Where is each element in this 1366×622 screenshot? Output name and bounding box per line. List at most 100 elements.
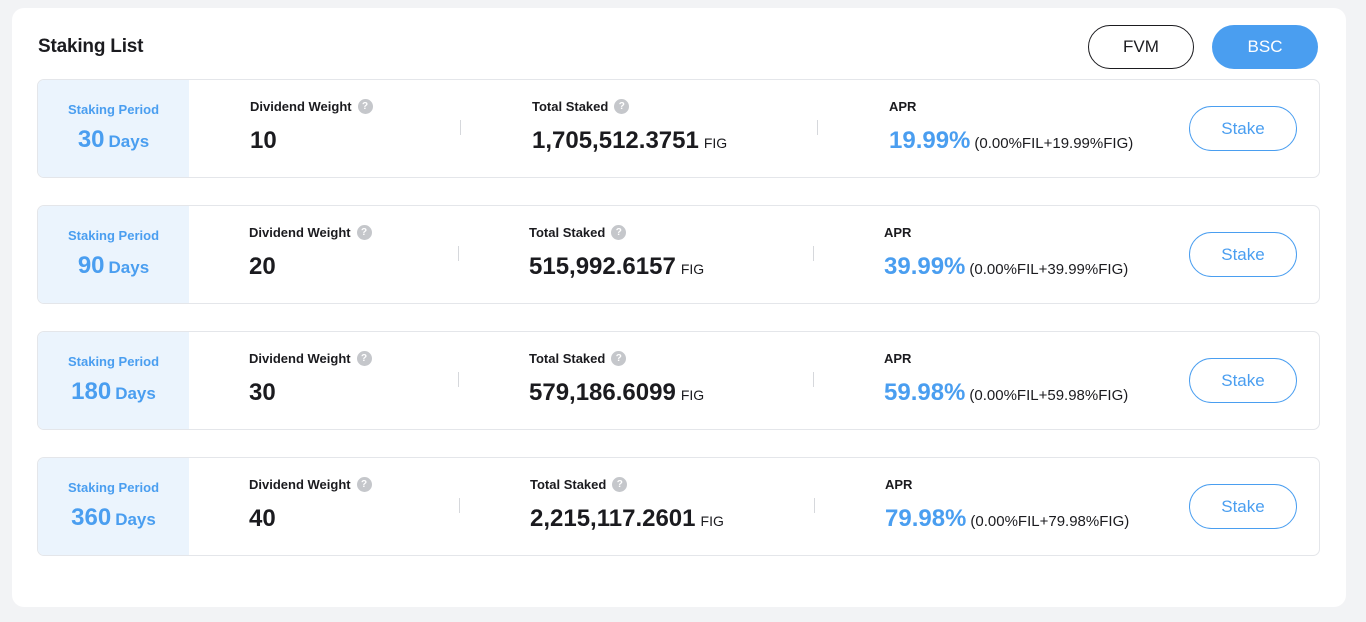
apr-breakdown: (0.00%FIL+79.98%FIG) [970,513,1130,530]
apr-value: 79.98% (0.00%FIL+79.98%FIG) [885,505,1129,533]
period-days-unit: Days [108,132,150,151]
dividend-weight-label: Dividend Weight ? [249,477,372,492]
total-staked-label: Total Staked ? [529,225,627,240]
token-unit: FIG [680,261,705,277]
apr-label-text: APR [885,477,913,492]
dividend-weight-value: 10 [250,127,277,154]
help-icon[interactable]: ? [611,351,627,366]
apr-percent: 79.98% [885,505,967,532]
token-unit: FIG [700,513,724,529]
apr-percent: 59.98% [884,379,966,406]
total-staked-value: 2,215,117.2601 FIG [530,505,724,533]
apr-breakdown: (0.00%FIL+39.99%FIG) [969,261,1129,278]
help-icon[interactable]: ? [612,477,628,492]
staking-period-label: Staking Period [67,102,160,117]
help-icon[interactable]: ? [356,225,372,240]
network-fvm-button[interactable]: FVM [1088,25,1194,69]
total-staked-label-text: Total Staked [530,477,607,492]
stake-button[interactable]: Stake [1189,358,1297,403]
column-divider [813,246,814,261]
staking-period-label: Staking Period [67,354,160,369]
column-divider [458,372,459,387]
total-staked-value: 1,705,512.3751 FIG [532,127,727,155]
period-days-number: 180 [71,378,112,405]
total-staked-label-text: Total Staked [529,351,606,366]
apr-label: APR [884,351,911,366]
dividend-weight-label: Dividend Weight ? [249,225,372,240]
token-unit: FIG [680,387,705,403]
total-staked-label: Total Staked ? [529,351,627,366]
staking-period-value: 30 Days [38,126,189,154]
dividend-weight-label: Dividend Weight ? [250,99,373,114]
apr-label: APR [884,225,911,240]
dividend-weight-value: 40 [249,505,276,532]
dividend-weight-label: Dividend Weight ? [249,351,372,366]
token-unit: FIG [703,135,728,151]
column-divider [460,120,461,135]
total-staked-value: 515,992.6157 FIG [529,253,704,281]
apr-value: 59.98% (0.00%FIL+59.98%FIG) [884,379,1128,407]
help-icon[interactable]: ? [357,99,373,114]
apr-label: APR [885,477,912,492]
staking-period-value: 90 Days [38,252,189,280]
staking-period-box: Staking Period 30 Days [38,80,189,177]
column-divider [459,498,460,513]
staking-row: Staking Period 360 Days Dividend Weight ?… [37,457,1320,556]
period-days-number: 360 [71,504,112,531]
staking-row: Staking Period 30 Days Dividend Weight ? … [37,79,1320,178]
apr-value: 39.99% (0.00%FIL+39.99%FIG) [884,253,1128,281]
period-days-unit: Days [115,510,156,529]
apr-breakdown: (0.00%FIL+19.99%FIG) [974,135,1134,152]
column-divider [813,372,814,387]
column-divider [817,120,818,135]
dividend-weight-value: 20 [249,253,276,280]
help-icon[interactable]: ? [356,477,372,492]
staking-period-label: Staking Period [67,228,160,243]
apr-label-text: APR [884,225,912,240]
staking-period-box: Staking Period 360 Days [38,458,189,555]
dividend-weight-label-text: Dividend Weight [249,351,351,366]
staking-period-box: Staking Period 180 Days [38,332,189,429]
stake-button[interactable]: Stake [1189,106,1297,151]
total-staked-amount: 579,186.6099 [529,379,676,406]
help-icon[interactable]: ? [356,351,372,366]
total-staked-value: 579,186.6099 FIG [529,379,704,407]
period-days-number: 90 [77,252,105,279]
help-icon[interactable]: ? [611,225,627,240]
stake-button[interactable]: Stake [1189,232,1297,277]
staking-list-panel: Staking List FVM BSC Staking Period 30 Da… [12,8,1346,607]
staking-period-value: 360 Days [38,504,189,532]
help-icon[interactable]: ? [614,99,630,114]
apr-value: 19.99% (0.00%FIL+19.99%FIG) [889,127,1133,155]
staking-row: Staking Period 90 Days Dividend Weight ? … [37,205,1320,304]
dividend-weight-value: 30 [249,379,276,406]
total-staked-label-text: Total Staked [529,225,606,240]
total-staked-amount: 1,705,512.3751 [532,127,699,154]
total-staked-amount: 2,215,117.2601 [530,505,696,532]
dividend-weight-label-text: Dividend Weight [249,477,351,492]
period-days-unit: Days [115,384,156,403]
dividend-weight-label-text: Dividend Weight [250,99,352,114]
apr-label-text: APR [889,99,917,114]
apr-label-text: APR [884,351,912,366]
dividend-weight-label-text: Dividend Weight [249,225,351,240]
total-staked-label: Total Staked ? [532,99,630,114]
staking-row: Staking Period 180 Days Dividend Weight ?… [37,331,1320,430]
period-days-unit: Days [108,258,150,277]
total-staked-label: Total Staked ? [530,477,628,492]
period-days-number: 30 [77,126,105,153]
network-bsc-button[interactable]: BSC [1212,25,1318,69]
apr-percent: 19.99% [889,127,971,154]
staking-period-value: 180 Days [38,378,189,406]
total-staked-amount: 515,992.6157 [529,253,676,280]
apr-breakdown: (0.00%FIL+59.98%FIG) [969,387,1129,404]
stake-button[interactable]: Stake [1189,484,1297,529]
staking-period-label: Staking Period [67,480,160,495]
apr-label: APR [889,99,916,114]
staking-period-box: Staking Period 90 Days [38,206,189,303]
total-staked-label-text: Total Staked [532,99,609,114]
column-divider [458,246,459,261]
column-divider [814,498,815,513]
apr-percent: 39.99% [884,253,966,280]
page-title: Staking List [38,36,144,57]
